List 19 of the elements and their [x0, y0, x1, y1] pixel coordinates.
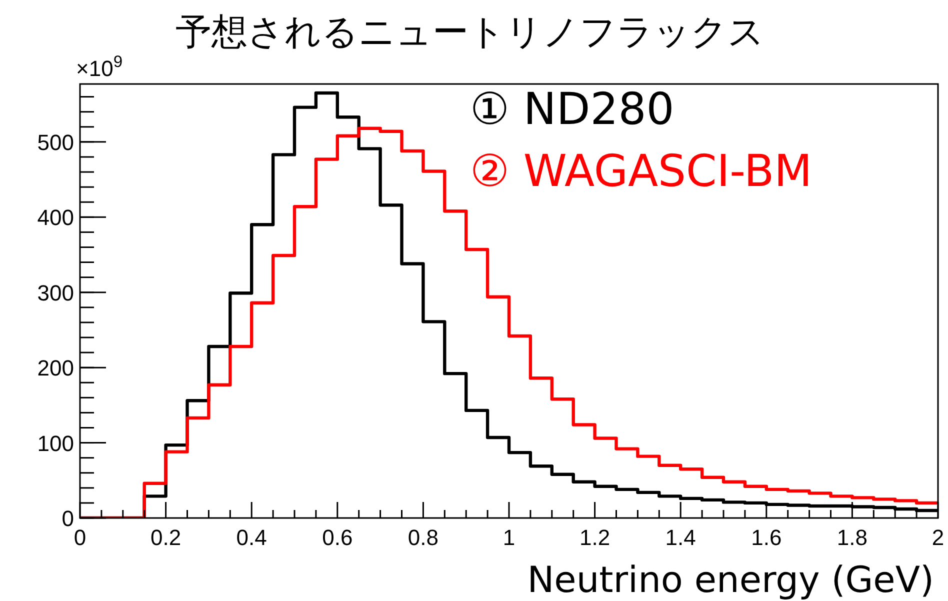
- y-tick-label: 400: [37, 205, 74, 230]
- x-tick-label: 0.2: [150, 525, 182, 550]
- x-tick-label: 1.8: [836, 525, 868, 550]
- y-tick-label: 500: [37, 130, 74, 155]
- x-tick-label: 1.6: [751, 525, 782, 550]
- annotation: ×10$^{9}$: [76, 53, 123, 81]
- x-tick-label: 1.2: [580, 525, 610, 550]
- x-tick-label: 0.4: [236, 525, 267, 550]
- title: 予想されるニュートリノフラックス: [176, 12, 764, 53]
- x-tick-label: 0.8: [408, 525, 438, 550]
- x-tick-label: 0.6: [322, 525, 353, 550]
- x-tick-label: 1: [502, 525, 516, 550]
- x-tick-label: 2: [932, 525, 944, 550]
- y-tick-label: 200: [37, 356, 74, 381]
- y-tick-label: 300: [37, 280, 74, 306]
- y-tick-label: 0: [62, 506, 74, 531]
- y-tick-label: 100: [37, 430, 74, 456]
- x-tick-label: 1.4: [665, 525, 696, 550]
- xlabel: Neutrino energy (GeV): [527, 560, 934, 601]
